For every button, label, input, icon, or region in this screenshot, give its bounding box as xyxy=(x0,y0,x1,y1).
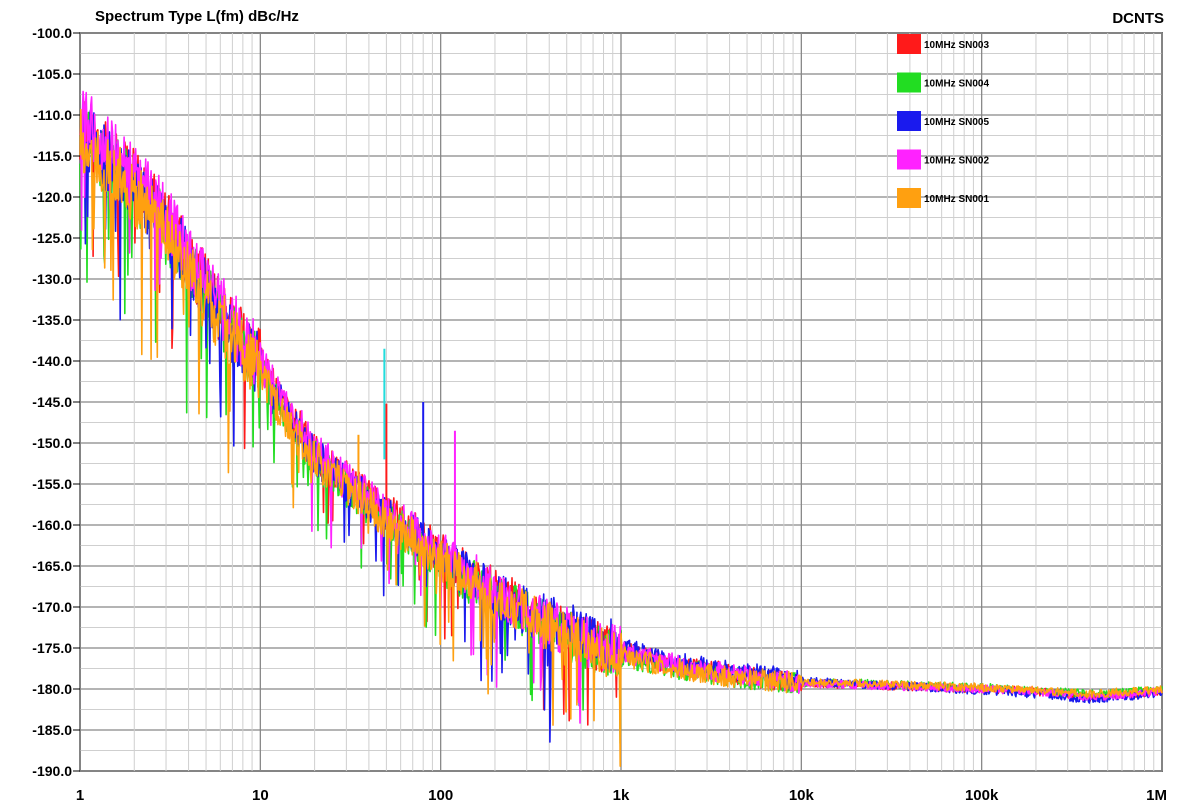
y-tick-label: -165.0 xyxy=(32,558,72,574)
legend-label: 10MHz SN004 xyxy=(924,79,989,90)
y-tick-label: -120.0 xyxy=(32,189,72,205)
x-tick-label: 1k xyxy=(613,787,630,804)
x-tick-label: 10 xyxy=(252,787,269,804)
y-tick-label: -130.0 xyxy=(32,271,72,287)
x-tick-label: 100k xyxy=(965,787,999,804)
y-tick-label: -125.0 xyxy=(32,230,72,246)
legend-label: 10MHz SN002 xyxy=(924,156,989,167)
legend-swatch xyxy=(897,149,921,170)
y-tick-label: -140.0 xyxy=(32,353,72,369)
series-curves xyxy=(79,90,1163,767)
legend-label: 10MHz SN005 xyxy=(924,117,989,128)
series-line xyxy=(79,108,1163,767)
y-tick-label: -180.0 xyxy=(32,681,72,697)
y-tick-label: -155.0 xyxy=(32,476,72,492)
x-tick-label: 1 xyxy=(76,787,84,804)
x-tick-label: 100 xyxy=(428,787,453,804)
axis-ticks: -100.0 -105.0 -110.0 -115.0 -120.0 -125.0 -130… xyxy=(32,25,1167,804)
y-tick-label: -100.0 xyxy=(32,25,72,41)
chart-title: Spectrum Type L(fm) dBc/Hz xyxy=(95,8,299,25)
y-tick-label: -190.0 xyxy=(32,763,72,779)
y-tick-label: -160.0 xyxy=(32,517,72,533)
y-tick-label: -150.0 xyxy=(32,435,72,451)
legend-swatch xyxy=(897,72,921,93)
y-tick-label: -175.0 xyxy=(32,640,72,656)
y-tick-label: -145.0 xyxy=(32,394,72,410)
legend-label: 10MHz SN001 xyxy=(924,194,989,205)
x-tick-label: 1M xyxy=(1146,787,1167,804)
legend: 10MHz SN003 10MHz SN004 10MHz SN005 10MHz S… xyxy=(897,34,989,208)
legend-swatch xyxy=(897,188,921,208)
y-tick-label: -115.0 xyxy=(33,148,72,164)
y-tick-label: -110.0 xyxy=(33,107,72,123)
legend-swatch xyxy=(897,34,921,54)
y-tick-label: -135.0 xyxy=(32,312,72,328)
corner-label: DCNTS xyxy=(1112,10,1164,27)
y-tick-label: -185.0 xyxy=(32,722,72,738)
legend-label: 10MHz SN003 xyxy=(924,40,989,51)
x-tick-label: 10k xyxy=(789,787,815,804)
y-tick-label: -105.0 xyxy=(32,66,72,82)
legend-swatch xyxy=(897,111,921,131)
y-tick-label: -170.0 xyxy=(32,599,72,615)
